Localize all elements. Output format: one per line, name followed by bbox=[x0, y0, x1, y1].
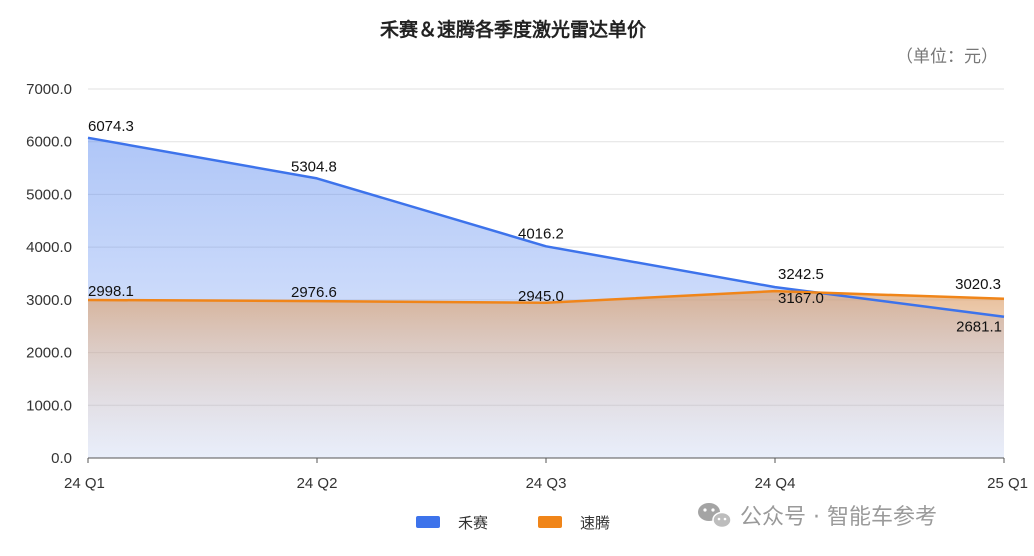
y-tick-label: 2000.0 bbox=[26, 345, 72, 362]
x-tick-label: 24 Q2 bbox=[297, 475, 338, 492]
legend-swatch-robosense bbox=[538, 516, 562, 528]
chart-title: 禾赛＆速腾各季度激光雷达单价 bbox=[380, 18, 647, 41]
line-hesai bbox=[87, 136, 1005, 318]
y-axis-ticks: 0.0 1000.0 2000.0 3000.0 4000.0 5000.0 6000.0 7… bbox=[26, 81, 72, 467]
data-label: 3167.0 bbox=[778, 290, 824, 307]
data-label: 2998.1 bbox=[88, 283, 134, 300]
series-lines bbox=[87, 136, 1005, 318]
series-areas bbox=[88, 137, 1004, 459]
wechat-icon bbox=[698, 503, 732, 529]
legend-label-robosense: 速腾 bbox=[580, 514, 610, 532]
data-label: 2681.1 bbox=[956, 319, 1002, 336]
legend-item-robosense[interactable]: 速腾 bbox=[538, 514, 610, 532]
legend-item-hesai[interactable]: 禾赛 bbox=[416, 514, 488, 532]
y-tick-label: 4000.0 bbox=[26, 239, 72, 256]
area-robosense bbox=[88, 291, 1004, 458]
data-label: 5304.8 bbox=[291, 158, 337, 175]
data-label: 2976.6 bbox=[291, 284, 337, 301]
legend: 禾赛 速腾 bbox=[416, 514, 610, 532]
y-tick-label: 1000.0 bbox=[26, 397, 72, 414]
data-labels: 6074.3 5304.8 4016.2 3242.5 2681.1 2998.1 2976… bbox=[88, 118, 1002, 336]
data-label: 3242.5 bbox=[778, 266, 824, 283]
y-tick-label: 5000.0 bbox=[26, 186, 72, 203]
x-tick-label: 24 Q4 bbox=[755, 475, 796, 492]
y-tick-label: 3000.0 bbox=[26, 292, 72, 309]
y-tick-label: 7000.0 bbox=[26, 81, 72, 98]
legend-label-hesai: 禾赛 bbox=[458, 514, 488, 532]
data-label: 2945.0 bbox=[518, 288, 564, 305]
x-tick-label: 25 Q1 bbox=[987, 475, 1028, 492]
x-tick-label: 24 Q3 bbox=[526, 475, 567, 492]
data-label: 4016.2 bbox=[518, 225, 564, 242]
y-tick-label: 0.0 bbox=[51, 450, 72, 467]
y-tick-label: 6000.0 bbox=[26, 134, 72, 151]
legend-swatch-hesai bbox=[416, 516, 440, 528]
watermark-text: 公众号 · 智能车参考 bbox=[740, 505, 937, 530]
data-label: 6074.3 bbox=[88, 118, 134, 135]
line-robosense bbox=[87, 289, 1005, 305]
x-axis-ticks: 24 Q1 24 Q2 24 Q3 24 Q4 25 Q1 bbox=[64, 458, 1028, 492]
unit-label: （单位：元） bbox=[896, 47, 998, 67]
watermark: 公众号 · 智能车参考 bbox=[698, 503, 937, 530]
x-tick-label: 24 Q1 bbox=[64, 475, 105, 492]
data-label: 3020.3 bbox=[955, 276, 1001, 293]
